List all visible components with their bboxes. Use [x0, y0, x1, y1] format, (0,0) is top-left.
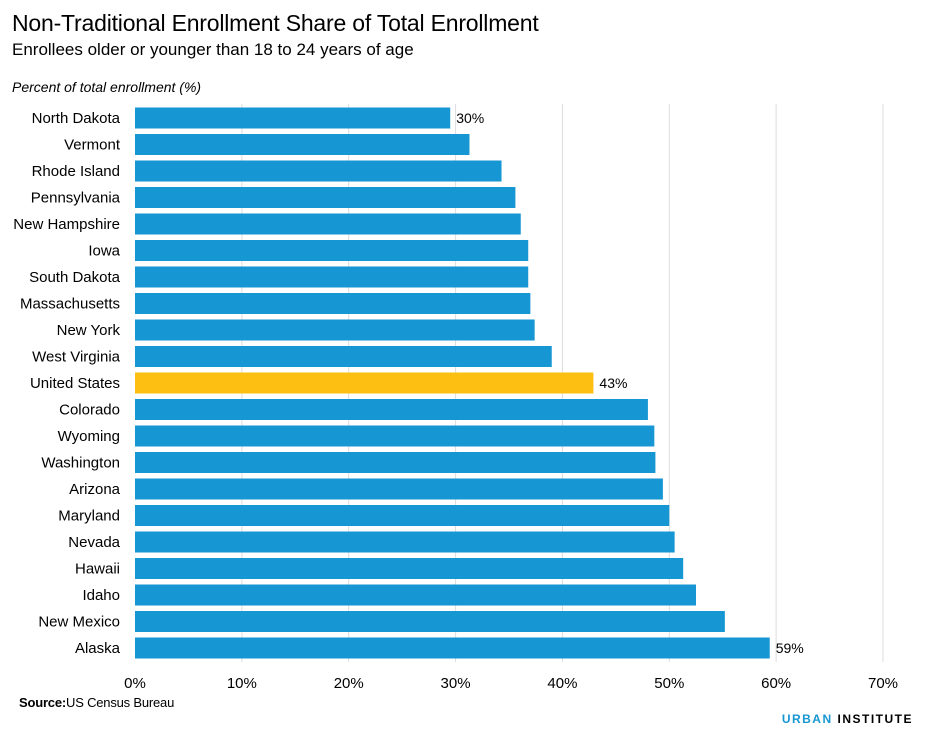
source-note: Source:US Census Bureau: [19, 695, 174, 710]
category-label: North Dakota: [32, 110, 121, 127]
category-label: Massachusetts: [20, 296, 120, 313]
data-label: 43%: [599, 375, 627, 391]
chart-subtitle: Enrollees older or younger than 18 to 24…: [12, 40, 414, 59]
bar: [135, 107, 451, 129]
category-label: Colorado: [59, 402, 120, 419]
category-label: Iowa: [88, 243, 120, 260]
category-label: Rhode Island: [32, 163, 120, 180]
bar: [135, 240, 529, 261]
bar: [135, 584, 696, 606]
category-label: Arizona: [69, 481, 121, 498]
bar: [135, 160, 502, 182]
category-label: Maryland: [58, 508, 120, 525]
bar: [135, 452, 656, 473]
category-label: Pennsylvania: [31, 190, 121, 207]
bar: [135, 134, 470, 155]
bar: [135, 266, 529, 288]
x-tick-label: 70%: [868, 675, 898, 692]
x-tick-label: 60%: [761, 675, 791, 692]
category-label: Alaska: [75, 640, 121, 657]
logo-urban: URBAN: [781, 712, 833, 726]
x-tick-label: 0%: [124, 675, 146, 692]
bar: [135, 611, 725, 632]
category-label: New Hampshire: [13, 216, 120, 233]
bar: [135, 187, 516, 208]
bar: [135, 399, 648, 420]
x-tick-label: 30%: [441, 675, 471, 692]
bar: [135, 319, 535, 341]
data-label: 30%: [456, 110, 484, 126]
axis-label: Percent of total enrollment (%): [12, 79, 202, 95]
x-tick-label: 20%: [334, 675, 364, 692]
x-tick-label: 10%: [227, 675, 257, 692]
category-label: Vermont: [64, 137, 121, 154]
category-label: South Dakota: [29, 269, 121, 286]
x-tick-label: 50%: [654, 675, 684, 692]
category-label: West Virginia: [32, 349, 120, 366]
bar: [135, 293, 531, 314]
category-label: Washington: [41, 455, 120, 472]
bar: [135, 425, 655, 447]
category-label: Nevada: [68, 534, 120, 551]
logo-institute: INSTITUTE: [837, 712, 913, 726]
category-label: Idaho: [82, 587, 120, 604]
bar: [135, 478, 663, 500]
bar: [135, 558, 684, 579]
source-text: US Census Bureau: [66, 695, 175, 710]
x-tick-label: 40%: [547, 675, 577, 692]
bar: [135, 505, 670, 526]
bar: [135, 213, 521, 235]
category-label: Wyoming: [58, 428, 120, 445]
data-label: 59%: [776, 640, 804, 656]
category-label: Hawaii: [75, 561, 120, 578]
category-label: United States: [30, 375, 120, 392]
bar: [135, 346, 552, 367]
category-label: New Mexico: [38, 614, 120, 631]
bar: [135, 372, 594, 394]
bar: [135, 637, 770, 659]
chart-title: Non-Traditional Enrollment Share of Tota…: [12, 10, 539, 36]
category-label: New York: [57, 322, 121, 339]
urban-institute-logo: URBAN INSTITUTE: [782, 712, 913, 726]
source-label: Source:: [19, 695, 67, 710]
bar: [135, 531, 675, 553]
